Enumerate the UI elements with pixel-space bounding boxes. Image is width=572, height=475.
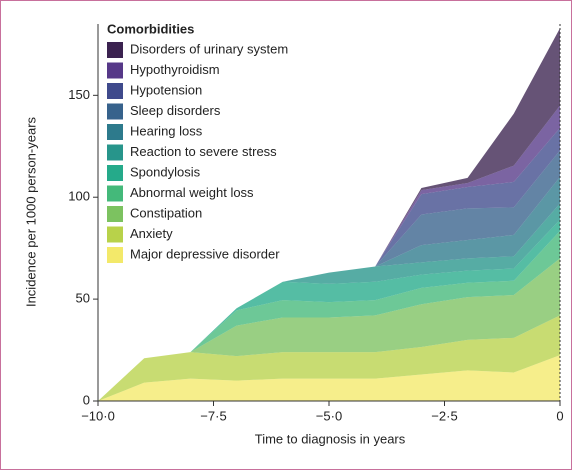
x-tick-label: −10·0: [81, 408, 115, 423]
x-tick-label: −2·5: [431, 408, 457, 423]
legend-title: Comorbidities: [107, 21, 194, 36]
y-axis-label: Incidence per 1000 person-years: [23, 116, 38, 307]
area: [98, 150, 560, 401]
y-tick-label: 100: [68, 189, 90, 204]
x-tick-label: −5·0: [316, 408, 342, 423]
legend-swatch: [107, 103, 123, 120]
legend-swatch: [107, 124, 123, 140]
area: [98, 258, 560, 401]
areas: [98, 28, 560, 401]
legend-swatch: [107, 83, 123, 99]
legend-swatch: [107, 62, 123, 79]
legend-swatch: [107, 185, 123, 202]
legend-label: Hearing loss: [130, 123, 203, 138]
y-tick-label: 50: [76, 291, 90, 306]
x-tick-label: 0: [556, 408, 563, 423]
legend-label: Abnormal weight loss: [130, 185, 254, 200]
legend-label: Anxiety: [130, 226, 173, 241]
y-tick-label: 0: [83, 392, 90, 407]
legend-label: Hypothyroidism: [130, 62, 220, 77]
legend-swatch: [107, 247, 123, 263]
area: [98, 127, 560, 401]
legend-label: Hypotension: [130, 82, 202, 97]
legend-label: Major depressive disorder: [130, 246, 280, 261]
area: [98, 315, 560, 401]
legend-label: Spondylosis: [130, 164, 201, 179]
legend-swatch: [107, 144, 123, 161]
legend-label: Reaction to severe stress: [130, 144, 277, 159]
legend-label: Constipation: [130, 205, 202, 220]
x-tick-label: −7·5: [200, 408, 226, 423]
legend-swatch: [107, 42, 123, 58]
legend-swatch: [107, 226, 123, 243]
legend-swatch: [107, 165, 123, 181]
y-tick-label: 150: [68, 87, 90, 102]
area: [98, 355, 560, 401]
x-axis-label: Time to diagnosis in years: [255, 431, 406, 446]
legend-label: Disorders of urinary system: [130, 41, 288, 56]
legend-label: Sleep disorders: [130, 103, 221, 118]
legend-swatch: [107, 206, 123, 222]
area: [98, 230, 560, 401]
